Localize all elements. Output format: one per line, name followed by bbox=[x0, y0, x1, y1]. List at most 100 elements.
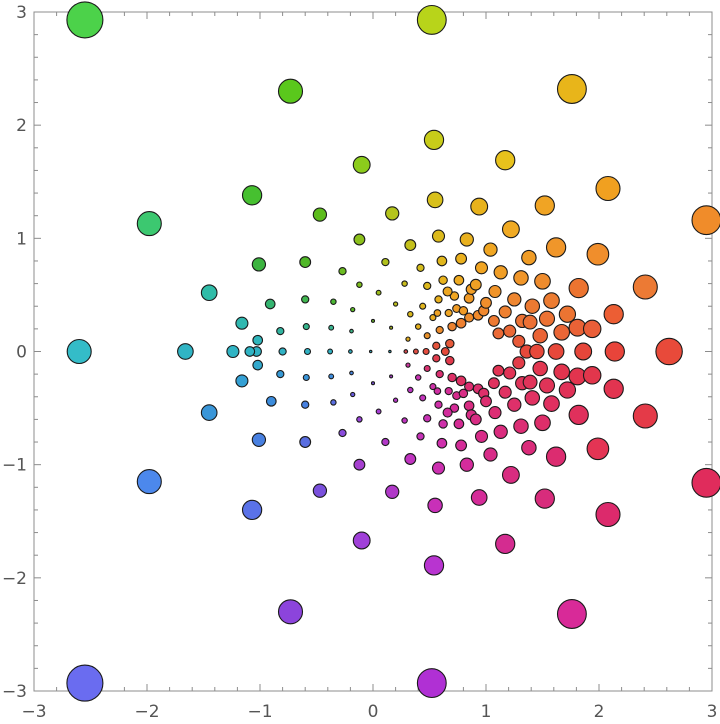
scatter-point bbox=[244, 346, 256, 357]
scatter-point bbox=[436, 437, 448, 449]
scatter-point bbox=[534, 272, 551, 290]
y-tick-label: −2 bbox=[2, 569, 27, 589]
scatter-point bbox=[453, 274, 465, 286]
scatter-point bbox=[412, 348, 419, 355]
scatter-point bbox=[449, 291, 460, 301]
scatter-point bbox=[375, 289, 382, 296]
scatter-point bbox=[493, 265, 508, 280]
scatter-point bbox=[416, 263, 425, 272]
scatter-point bbox=[427, 497, 443, 514]
scatter-point bbox=[532, 360, 548, 377]
scatter-point bbox=[423, 332, 431, 340]
scatter-point bbox=[423, 364, 431, 373]
scatter-point bbox=[438, 275, 448, 285]
scatter-point bbox=[375, 408, 382, 415]
scatter-point bbox=[543, 292, 560, 309]
y-tick-label: 3 bbox=[16, 3, 27, 23]
scatter-point bbox=[691, 205, 720, 236]
scatter-point bbox=[498, 305, 512, 319]
scatter-point bbox=[464, 381, 475, 392]
scatter-point bbox=[200, 284, 218, 302]
x-tick-label: 1 bbox=[481, 702, 492, 722]
scatter-point bbox=[532, 327, 548, 344]
x-tick-label: 0 bbox=[368, 702, 379, 722]
scatter-point bbox=[632, 403, 658, 429]
scatter-point bbox=[252, 334, 264, 346]
scatter-point bbox=[350, 306, 356, 313]
scatter-point bbox=[432, 354, 441, 363]
scatter-point bbox=[582, 366, 602, 385]
scatter-point bbox=[392, 301, 399, 307]
x-tick-label: −3 bbox=[21, 702, 46, 722]
scatter-point bbox=[480, 296, 492, 309]
scatter-point bbox=[407, 386, 414, 394]
y-tick-label: 0 bbox=[16, 343, 27, 363]
scatter-point bbox=[582, 319, 602, 339]
scatter-point bbox=[407, 310, 414, 318]
scatter-point bbox=[445, 338, 455, 349]
scatter-point bbox=[487, 314, 500, 327]
scatter-point bbox=[455, 439, 468, 452]
scatter-point bbox=[301, 295, 310, 304]
scatter-point bbox=[455, 252, 468, 265]
scatter-point bbox=[458, 388, 469, 399]
scatter-point bbox=[401, 417, 408, 424]
scatter-point bbox=[503, 366, 517, 380]
scatter-point bbox=[251, 432, 267, 447]
scatter-point bbox=[416, 668, 447, 699]
scatter-point bbox=[299, 436, 312, 448]
scatter-point bbox=[265, 395, 277, 407]
scatter-point bbox=[433, 309, 442, 317]
scatter-point bbox=[543, 395, 560, 412]
scatter-point bbox=[312, 207, 328, 222]
scatter-point bbox=[444, 386, 453, 396]
scatter-point bbox=[330, 298, 337, 305]
scatter-point bbox=[453, 418, 465, 430]
scatter-point bbox=[338, 428, 347, 438]
scatter-point bbox=[444, 308, 453, 318]
scatter-point bbox=[445, 355, 455, 366]
scatter-point bbox=[312, 483, 328, 498]
scatter-points bbox=[66, 1, 720, 702]
scatter-point bbox=[389, 374, 394, 379]
scatter-point bbox=[301, 400, 310, 409]
scatter-point bbox=[458, 306, 469, 316]
scatter-point bbox=[463, 400, 475, 412]
scatter-point bbox=[385, 484, 400, 499]
scatter-point bbox=[438, 419, 448, 429]
scatter-point bbox=[136, 211, 162, 237]
scatter-point bbox=[405, 336, 411, 342]
scatter-point bbox=[455, 317, 467, 329]
scatter-point bbox=[327, 348, 334, 355]
scatter-point bbox=[603, 378, 624, 399]
scatter-point bbox=[349, 370, 354, 376]
scatter-point bbox=[278, 347, 287, 356]
scatter-point bbox=[480, 395, 492, 408]
scatter-point bbox=[603, 304, 624, 325]
scatter-point bbox=[586, 437, 610, 461]
y-axis-tick-labels: −3 −2 −1 0 1 2 3 bbox=[2, 3, 27, 702]
y-tick-label: −3 bbox=[2, 682, 27, 702]
scatter-point bbox=[558, 305, 577, 323]
scatter-point bbox=[568, 404, 589, 426]
scatter-point bbox=[235, 316, 249, 330]
scatter-point bbox=[338, 267, 347, 276]
scatter-point bbox=[538, 377, 556, 394]
scatter-point bbox=[553, 323, 571, 341]
scatter-point bbox=[474, 261, 489, 275]
scatter-point bbox=[356, 416, 363, 423]
scatter-point bbox=[200, 404, 218, 421]
scatter-point bbox=[632, 274, 658, 300]
scatter-point bbox=[538, 310, 556, 327]
scatter-point bbox=[513, 270, 529, 286]
scatter-point bbox=[586, 242, 610, 266]
scatter-point bbox=[435, 325, 444, 335]
scatter-point bbox=[252, 359, 264, 371]
scatter-point bbox=[604, 341, 625, 362]
scatter-point bbox=[435, 369, 444, 379]
scatter-point bbox=[432, 341, 441, 350]
scatter-point bbox=[419, 394, 427, 402]
scatter-point bbox=[264, 298, 276, 310]
scatter-point bbox=[522, 374, 538, 390]
scatter-point bbox=[352, 155, 371, 174]
